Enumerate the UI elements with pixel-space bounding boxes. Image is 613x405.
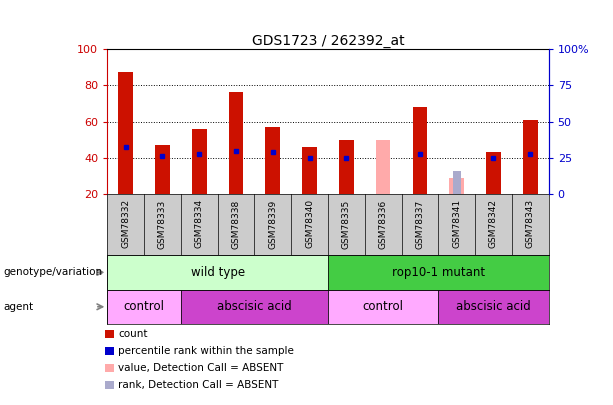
Bar [449, 178, 464, 194]
Bar [328, 290, 438, 324]
Bar [413, 107, 427, 194]
Text: rop10-1 mutant: rop10-1 mutant [392, 266, 485, 279]
Title: GDS1723 / 262392_at: GDS1723 / 262392_at [252, 34, 404, 47]
Text: GSM78340: GSM78340 [305, 199, 314, 248]
Text: GSM78341: GSM78341 [452, 199, 461, 248]
Text: GSM78338: GSM78338 [232, 199, 240, 249]
Text: control: control [124, 300, 164, 313]
Text: GSM78332: GSM78332 [121, 199, 130, 248]
Text: GSM78337: GSM78337 [416, 199, 424, 249]
Bar [339, 140, 354, 194]
Bar [452, 171, 461, 194]
Bar [107, 255, 328, 290]
Bar [105, 330, 114, 338]
Bar [486, 153, 501, 194]
Text: agent: agent [3, 302, 33, 312]
Text: control: control [363, 300, 403, 313]
Text: GSM78339: GSM78339 [268, 199, 277, 249]
Text: GSM78336: GSM78336 [379, 199, 387, 249]
Bar [302, 147, 317, 194]
Bar [118, 72, 133, 194]
Bar [105, 381, 114, 389]
Text: abscisic acid: abscisic acid [217, 300, 292, 313]
Bar [376, 140, 390, 194]
Bar [229, 92, 243, 194]
Text: GSM78342: GSM78342 [489, 199, 498, 248]
Text: abscisic acid: abscisic acid [456, 300, 531, 313]
Bar [105, 347, 114, 355]
Text: genotype/variation: genotype/variation [3, 267, 102, 277]
Bar [265, 127, 280, 194]
Bar [192, 129, 207, 194]
Text: GSM78334: GSM78334 [195, 199, 204, 248]
Bar [105, 364, 114, 372]
Text: wild type: wild type [191, 266, 245, 279]
Bar [328, 255, 549, 290]
Text: value, Detection Call = ABSENT: value, Detection Call = ABSENT [118, 363, 284, 373]
Bar [107, 290, 181, 324]
Text: rank, Detection Call = ABSENT: rank, Detection Call = ABSENT [118, 380, 279, 390]
Text: GSM78335: GSM78335 [342, 199, 351, 249]
Bar [438, 290, 549, 324]
Bar [523, 120, 538, 194]
Text: GSM78333: GSM78333 [158, 199, 167, 249]
Bar [155, 145, 170, 194]
Text: GSM78343: GSM78343 [526, 199, 535, 248]
Bar [181, 290, 328, 324]
Text: percentile rank within the sample: percentile rank within the sample [118, 346, 294, 356]
Text: count: count [118, 329, 148, 339]
